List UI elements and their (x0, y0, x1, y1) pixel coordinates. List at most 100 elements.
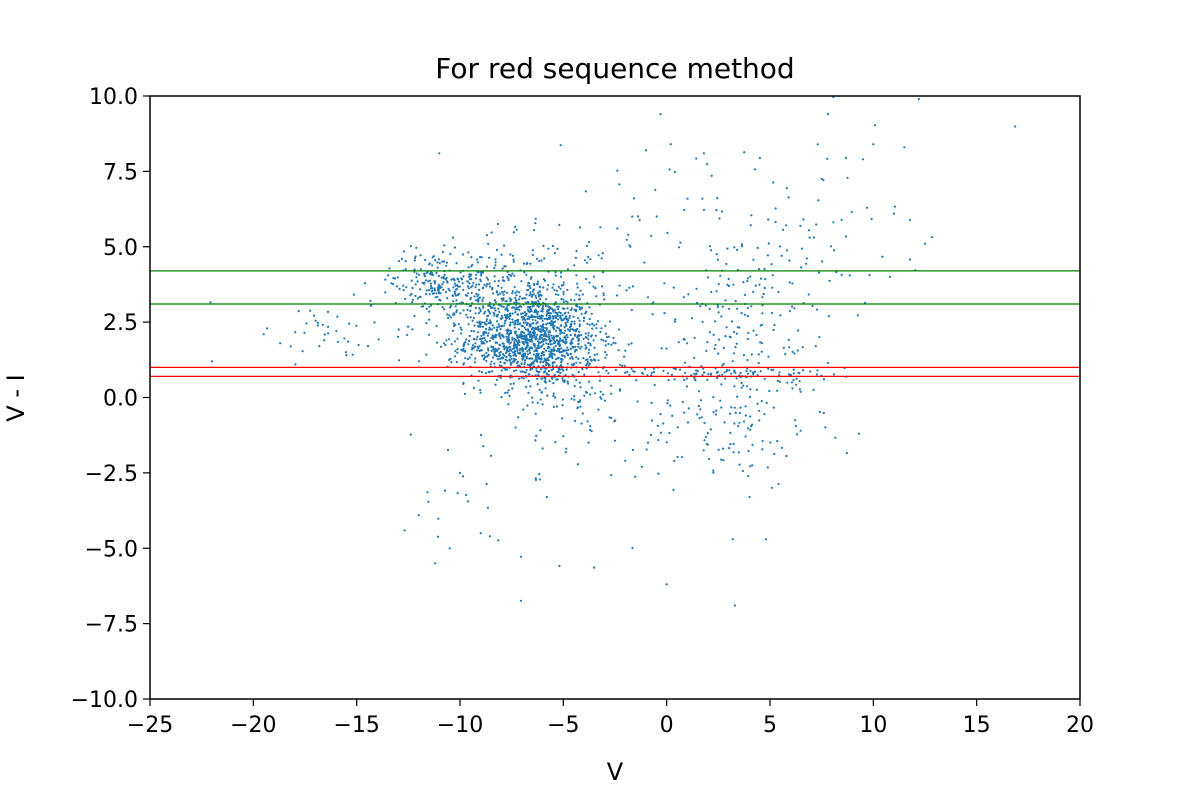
data-point (536, 354, 539, 357)
data-point (499, 361, 502, 364)
data-point (739, 371, 742, 374)
data-point (791, 350, 794, 353)
data-point (534, 294, 537, 297)
data-point (453, 282, 456, 285)
data-point (449, 252, 452, 255)
data-point (681, 400, 684, 404)
data-point (478, 312, 481, 315)
data-point (417, 273, 421, 276)
data-point (548, 346, 551, 349)
data-point (815, 373, 819, 376)
data-point (573, 350, 577, 353)
data-point (479, 310, 482, 313)
data-point (602, 294, 605, 297)
data-point (473, 295, 476, 298)
data-point (415, 272, 418, 275)
data-point (449, 306, 452, 309)
data-point (660, 347, 663, 350)
data-point (470, 286, 473, 289)
data-point (727, 277, 730, 281)
data-point (759, 341, 762, 344)
data-point (714, 413, 718, 416)
data-point (455, 262, 458, 265)
data-point (415, 276, 418, 279)
data-point (471, 319, 474, 322)
data-point (539, 298, 542, 301)
data-point (392, 283, 395, 286)
data-point (614, 419, 617, 422)
data-point (604, 351, 607, 354)
data-point (518, 291, 521, 294)
data-point (494, 347, 497, 350)
data-point (477, 331, 480, 334)
data-point (614, 368, 618, 371)
data-point (471, 346, 474, 349)
data-point (566, 307, 569, 310)
data-point (701, 197, 704, 200)
data-point (348, 322, 351, 325)
data-point (479, 532, 482, 535)
data-point (738, 421, 741, 424)
data-point (516, 323, 519, 326)
data-point (543, 370, 546, 374)
data-point (478, 288, 481, 291)
data-point (561, 319, 564, 322)
data-point (733, 385, 736, 388)
data-point (791, 387, 794, 390)
data-point (761, 304, 764, 307)
data-point (541, 447, 544, 450)
data-point (609, 320, 612, 323)
data-point (511, 338, 514, 341)
data-point (534, 217, 537, 220)
data-point (524, 359, 527, 362)
data-point (617, 328, 621, 331)
data-point (511, 336, 514, 339)
data-point (706, 163, 709, 166)
data-point (535, 282, 539, 286)
data-point (579, 307, 582, 310)
data-point (748, 495, 751, 499)
data-point (686, 342, 689, 345)
data-point (409, 245, 412, 248)
data-point (496, 222, 499, 226)
data-point (931, 236, 934, 239)
data-point (780, 254, 783, 257)
data-point (583, 259, 587, 262)
data-point (564, 451, 567, 454)
data-point (515, 294, 518, 297)
data-point (610, 392, 613, 395)
data-point (543, 347, 546, 350)
data-point (562, 283, 565, 286)
data-point (515, 301, 518, 304)
data-point (800, 247, 804, 250)
data-point (518, 348, 521, 351)
data-point (478, 307, 481, 310)
data-point (498, 335, 501, 338)
data-point (496, 315, 499, 318)
data-point (573, 322, 576, 325)
data-point (729, 443, 732, 446)
data-point (524, 301, 527, 304)
data-point (564, 321, 567, 325)
data-point (479, 337, 483, 340)
data-point (445, 339, 448, 342)
data-point (704, 304, 707, 307)
data-point (560, 297, 563, 301)
data-point (582, 337, 585, 340)
data-point (550, 320, 553, 323)
data-point (604, 344, 607, 347)
data-point (461, 282, 464, 285)
data-point (742, 281, 745, 284)
data-point (681, 456, 684, 459)
data-point (504, 308, 507, 311)
data-point (462, 382, 465, 385)
data-point (744, 405, 747, 408)
data-point (527, 282, 531, 285)
data-point (536, 299, 540, 302)
data-point (432, 255, 435, 258)
data-point (518, 344, 521, 347)
data-point (666, 372, 670, 375)
data-point (524, 314, 527, 317)
data-point (509, 253, 512, 256)
data-point (599, 330, 602, 334)
